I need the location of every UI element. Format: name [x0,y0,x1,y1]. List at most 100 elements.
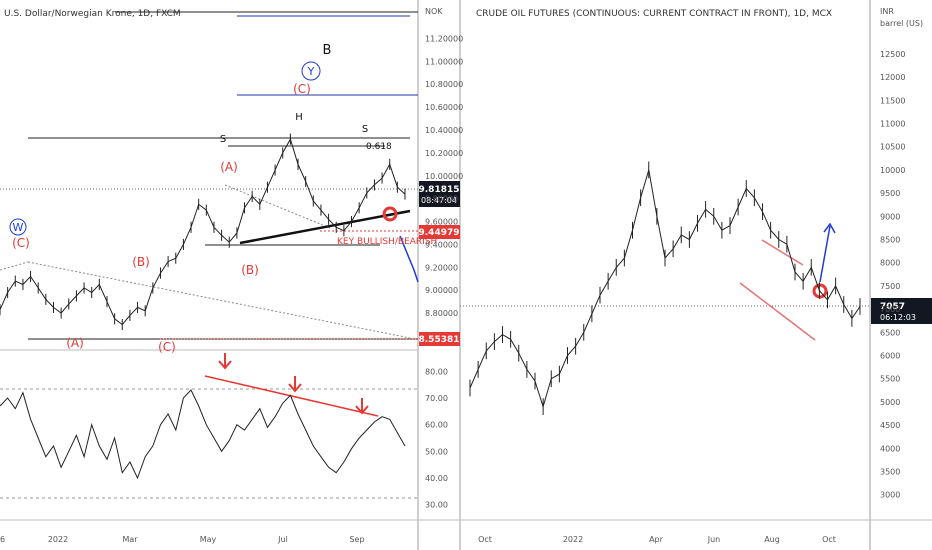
trend-dotted-c [224,184,331,229]
crude-tick-18: 3500 [880,468,900,477]
shoulder-left-label: S [220,134,226,145]
bottom-level-badge [419,332,460,346]
usdnok-xtick-2: Mar [122,535,138,544]
usdnok-price-timer: 08:47:04 [421,196,457,205]
usdnok-xtick-1: 2022 [48,535,68,544]
crude-currency: INR [880,7,894,16]
crude-blue-arrow-head [823,222,836,234]
channel-upper-line [761,239,804,266]
crude-tick-6: 9500 [880,189,900,198]
usdnok-tick-11: 9.00000 [425,286,458,295]
wave-y-circle [301,61,321,81]
usdnok-tick-1: 11.00000 [425,57,463,66]
crude-tick-19: 3000 [880,491,900,500]
usdnok-tick-10: 9.20000 [425,263,458,272]
crude-price-axis: 12500 12000 11500 11000 10500 10000 9500 9000 85… [880,50,905,500]
wave-c-top-label: (C) [293,82,311,96]
wave-b-black-label: B [323,43,332,58]
crude-tick-4: 10500 [880,143,905,152]
trend-dotted-a [0,261,29,271]
trend-dotted-b [27,261,411,339]
crude-blue-arrow-line [819,225,831,283]
crude-price-timer: 06:12:03 [880,313,916,322]
usdnok-tick-2: 10.80000 [425,80,463,89]
crude-xtick-3: Jun [707,535,721,544]
wave-c-left-label: (C) [12,236,30,250]
usdnok-tick-12: 8.80000 [425,309,458,318]
usdnok-xtick-0: 16 [0,535,5,544]
wave-a-low-label: (A) [66,336,84,350]
crude-tick-17: 4000 [880,444,900,453]
crude-price-value: 7057 [880,302,905,312]
shoulder-right-label: S [362,124,368,135]
rsi-divergence-line [204,375,379,417]
usdnok-tick-7: 9.80000 [425,195,458,204]
crude-tick-12: 6500 [880,328,900,337]
rsi-tick-3: 50.00 [425,447,448,456]
usdnok-line [0,137,406,326]
crude-tick-14: 5500 [880,375,900,384]
usdnok-price-badge [419,181,460,207]
usdnok-currency: NOK [425,7,443,16]
crude-tick-5: 10000 [880,166,905,175]
crude-tick-7: 9000 [880,212,900,221]
blue-projection-arrow [399,235,419,283]
crude-unit: barrel (US) [880,19,923,28]
crude-tick-16: 4500 [880,421,900,430]
crude-price-badge [871,298,932,324]
usdnok-xtick-4: Jul [277,535,288,544]
crude-title: CRUDE OIL FUTURES (CONTINUOUS: CURRENT C… [476,9,832,19]
rsi-tick-0: 80.00 [425,367,448,376]
usdnok-tick-0: 11.20000 [425,34,463,43]
rsi-axis: 80.00 70.00 60.00 50.00 40.00 30.00 [425,367,448,509]
rsi-line [0,389,406,480]
usdnok-title: U.S. Dollar/Norwegian Krone, 1D, FXCM [4,9,181,19]
usdnok-price-series [0,133,406,331]
crude-tick-0: 12500 [880,50,905,59]
wave-b-mid-label: (B) [132,255,150,269]
rsi-series [0,389,406,480]
crude-xtick-1: 2022 [563,535,583,544]
key-level-label: KEY BULLISH/BEARISH [337,237,437,247]
usdnok-tick-9: 9.40000 [425,240,458,249]
crude-tick-9: 8000 [880,259,900,268]
crude-tick-10: 7500 [880,282,900,291]
usdnok-xtick-5: Sep [349,535,364,544]
usdnok-price-axis: 11.20000 11.00000 10.80000 10.60000 10.40000… [425,34,463,318]
crude-circle-marker [812,283,828,299]
crude-xtick-4: Aug [764,535,780,544]
usdnok-xtick-3: May [200,535,217,544]
crude-xtick-0: Oct [478,535,492,544]
rsi-arrow-2 [288,376,302,393]
wave-w-label: W [13,221,24,234]
rising-trendline [239,209,411,245]
crude-tick-13: 6000 [880,352,900,361]
usdnok-circle-marker [382,206,398,222]
rsi-arrow-1 [218,353,232,370]
usdnok-tick-8: 9.60000 [425,218,458,227]
usdnok-tick-5: 10.20000 [425,149,463,158]
wave-a-top-label: (A) [220,160,238,174]
crude-xtick-5: Oct [822,535,836,544]
crude-time-axis: Oct 2022 Apr Jun Aug Oct [478,535,836,544]
fib-label: 0.618 [366,142,392,152]
usdnok-tick-3: 10.60000 [425,103,463,112]
channel-lower-line [739,282,816,341]
wave-c-low-label: (C) [158,340,176,354]
rsi-tick-2: 60.00 [425,421,448,430]
usdnok-time-axis: 16 2022 Mar May Jul Sep [0,535,365,544]
rsi-tick-1: 70.00 [425,394,448,403]
bottom-level-value: 8.55381 [419,335,460,345]
crude-line [469,169,861,409]
rsi-arrow-3 [355,398,369,415]
rsi-tick-4: 40.00 [425,474,448,483]
key-level-badge [419,225,460,239]
wave-y-label: Y [307,65,315,78]
crude-tick-15: 5000 [880,398,900,407]
usdnok-tick-6: 10.00000 [425,172,463,181]
wave-b-low-label: (B) [241,263,259,277]
usdnok-tick-4: 10.40000 [425,126,463,135]
head-label: H [295,112,303,123]
